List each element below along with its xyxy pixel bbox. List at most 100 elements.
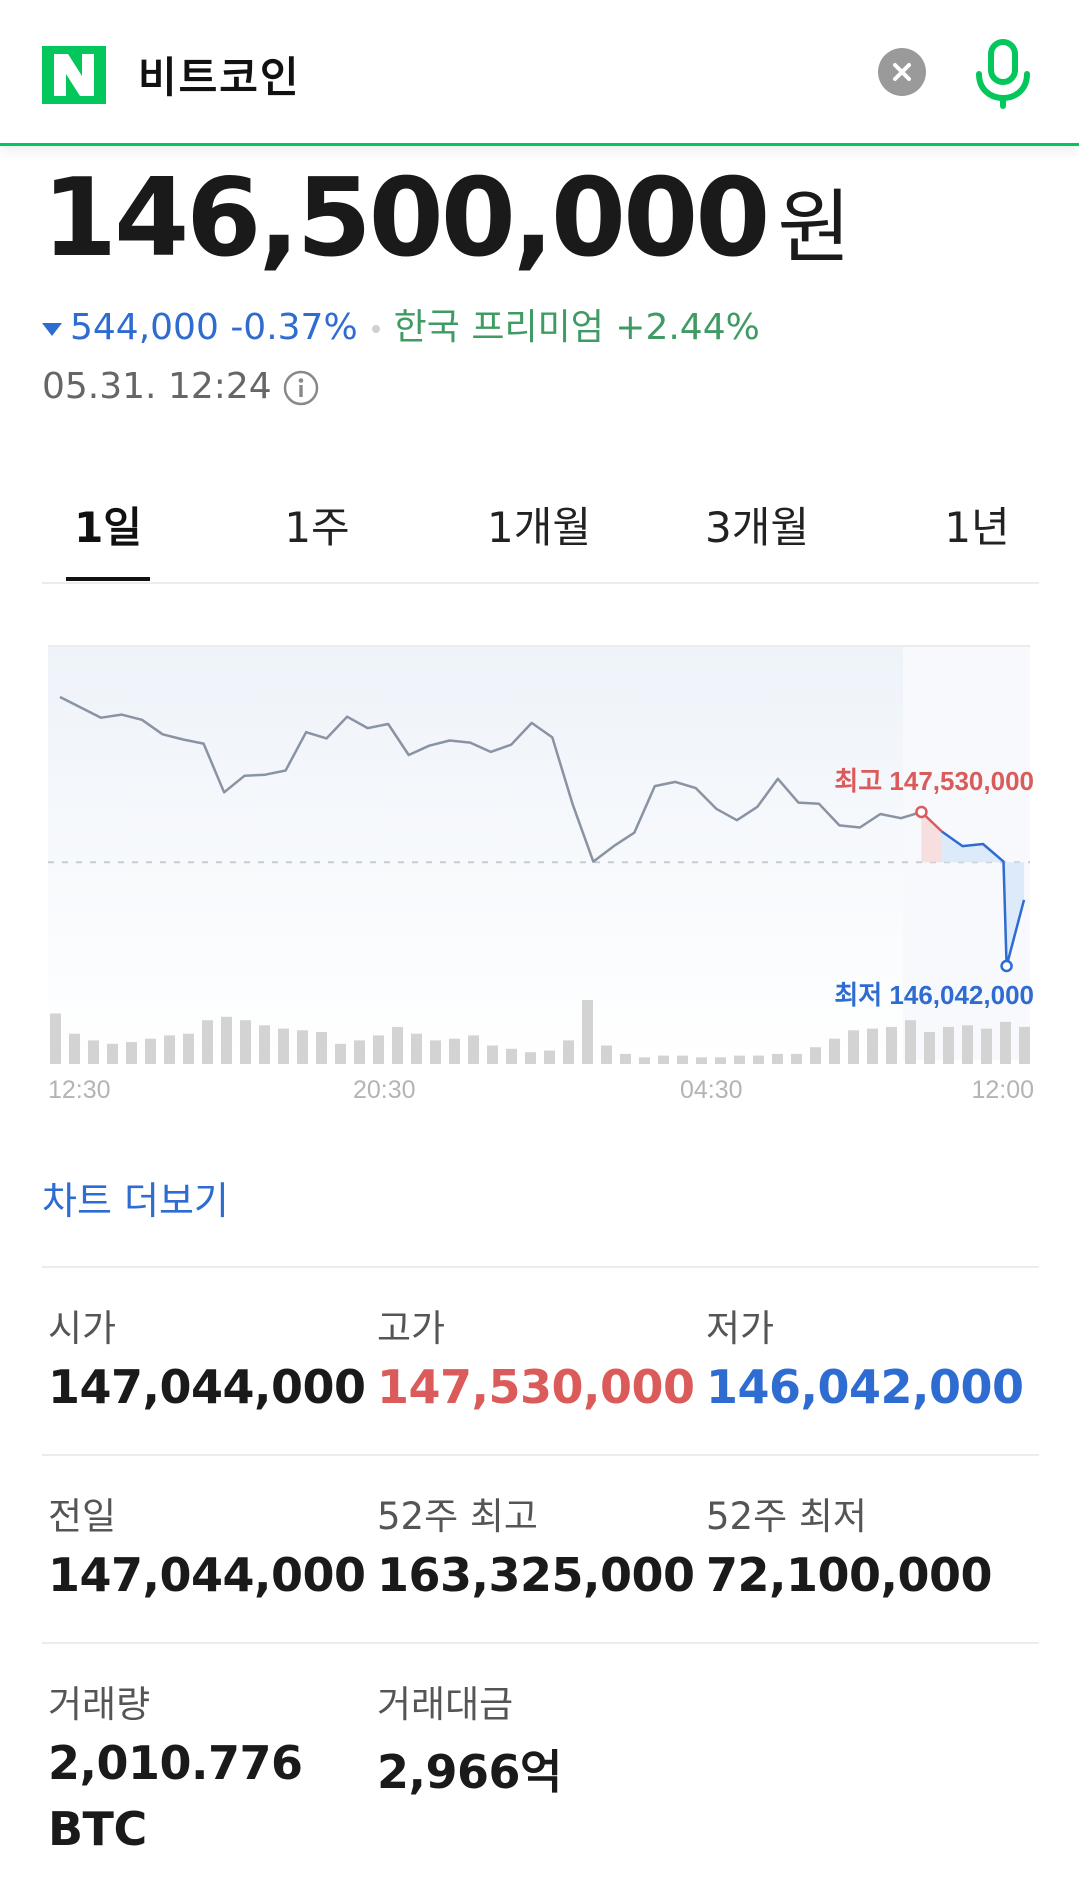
stat-low-label: 저가: [706, 1307, 775, 1350]
clear-search-button[interactable]: [878, 48, 926, 96]
volume-bar: [50, 1013, 61, 1064]
volume-bar: [1019, 1026, 1030, 1064]
volume-bar: [715, 1057, 726, 1064]
tab-1-year[interactable]: 1년: [944, 503, 1010, 552]
volume-bar: [316, 1032, 327, 1064]
volume-bar: [335, 1043, 346, 1064]
volume-bar: [943, 1026, 954, 1064]
volume-bar: [753, 1055, 764, 1064]
stats-divider: [42, 1454, 1039, 1456]
stat-open-value: 147,044,000: [48, 1360, 366, 1414]
x-tick-label: 12:30: [48, 1076, 111, 1104]
volume-bar: [506, 1048, 517, 1064]
quote-timestamp: 05.31. 12:24: [42, 366, 320, 407]
close-icon: [893, 63, 911, 81]
price-change-row: 544,000 -0.37% 한국 프리미엄 +2.44%: [42, 298, 760, 350]
chart-more-link[interactable]: 차트 더보기: [42, 1179, 229, 1223]
info-icon[interactable]: [282, 369, 320, 407]
volume-bar: [867, 1028, 878, 1064]
volume-bar: [297, 1030, 308, 1064]
active-tab-indicator: [66, 577, 150, 581]
volume-bar: [601, 1045, 612, 1064]
stat-prev-close-label: 전일: [48, 1495, 117, 1538]
stat-volume-unit: BTC: [48, 1802, 147, 1856]
volume-bar: [677, 1055, 688, 1064]
timestamp-text: 05.31. 12:24: [42, 366, 272, 407]
stat-52w-high-label: 52주 최고: [377, 1495, 538, 1538]
stat-52w-low-value: 72,100,000: [706, 1548, 993, 1602]
korea-premium[interactable]: 한국 프리미엄 +2.44%: [394, 307, 760, 348]
volume-bar: [88, 1040, 99, 1064]
x-tick-label: 12:00: [971, 1076, 1034, 1104]
volume-bar: [525, 1052, 536, 1064]
high-marker: [915, 805, 928, 819]
volume-bar: [449, 1038, 460, 1064]
volume-bar: [240, 1020, 251, 1064]
price-value: 146,500,000: [42, 156, 770, 281]
volume-bar: [772, 1053, 783, 1064]
current-price: 146,500,000 원: [42, 156, 851, 281]
tab-1-week[interactable]: 1주: [284, 503, 350, 552]
volume-bar: [620, 1053, 631, 1064]
stat-turnover-value: 2,966억: [377, 1745, 562, 1799]
volume-bar: [126, 1042, 137, 1064]
volume-bar: [810, 1047, 821, 1064]
volume-bar: [69, 1033, 80, 1064]
volume-bar: [582, 1000, 593, 1064]
stat-prev-close-value: 147,044,000: [48, 1548, 366, 1602]
price-unit: 원: [777, 181, 851, 274]
volume-bar: [886, 1026, 897, 1064]
tab-1-month[interactable]: 1개월: [486, 503, 591, 552]
volume-bar: [905, 1020, 916, 1064]
volume-bar: [354, 1040, 365, 1064]
stats-top-divider: [42, 1266, 1039, 1268]
volume-bar: [924, 1032, 935, 1064]
volume-bar: [430, 1040, 441, 1064]
low-area-fill: [942, 831, 1024, 966]
volume-bar: [848, 1030, 859, 1064]
volume-bar: [981, 1028, 992, 1064]
tab-3-months[interactable]: 3개월: [704, 503, 809, 552]
volume-bar: [696, 1057, 707, 1064]
stat-volume-value: 2,010.776: [48, 1736, 303, 1790]
stat-52w-high-value: 163,325,000: [377, 1548, 695, 1602]
volume-bar: [962, 1025, 973, 1064]
volume-bar: [829, 1038, 840, 1064]
stat-high-label: 고가: [377, 1307, 446, 1350]
low-marker: [1000, 959, 1013, 973]
period-tabs: 1일 1주 1개월 3개월 1년: [42, 484, 1039, 584]
tab-1-day[interactable]: 1일: [74, 503, 142, 552]
stat-volume-label: 거래량: [48, 1683, 151, 1726]
volume-bar: [468, 1035, 479, 1064]
volume-bar: [411, 1033, 422, 1064]
price-chart[interactable]: 최고 147,530,000 최저 146,042,000 12:30 20:3…: [42, 640, 1038, 1110]
volume-bar: [259, 1025, 270, 1064]
volume-bar: [658, 1055, 669, 1064]
volume-bar: [1000, 1021, 1011, 1064]
stat-52w-low-label: 52주 최저: [706, 1495, 867, 1538]
volume-bar: [164, 1035, 175, 1064]
stat-open-label: 시가: [48, 1307, 117, 1350]
volume-bar: [791, 1053, 802, 1064]
price-change: 544,000 -0.37%: [70, 307, 358, 348]
volume-bar: [278, 1028, 289, 1064]
search-query-text[interactable]: 비트코인: [138, 53, 301, 102]
price-line-past: [59, 695, 922, 863]
naver-logo-icon[interactable]: [42, 46, 106, 104]
separator-dot: [371, 325, 380, 333]
microphone-icon[interactable]: [973, 38, 1033, 110]
volume-bars: [50, 1000, 1030, 1064]
volume-bar: [544, 1050, 555, 1064]
stat-low-value: 146,042,000: [706, 1360, 1024, 1414]
volume-bar: [639, 1057, 650, 1064]
x-tick-label: 04:30: [680, 1076, 743, 1104]
stat-turnover-label: 거래대금: [377, 1683, 514, 1726]
volume-bar: [221, 1016, 232, 1064]
volume-bar: [392, 1026, 403, 1064]
chart-background: [48, 646, 903, 1060]
volume-bar: [487, 1045, 498, 1064]
high-area-fill: [921, 812, 942, 863]
volume-bar: [734, 1055, 745, 1064]
volume-bar: [373, 1035, 384, 1064]
volume-bar: [183, 1033, 194, 1064]
